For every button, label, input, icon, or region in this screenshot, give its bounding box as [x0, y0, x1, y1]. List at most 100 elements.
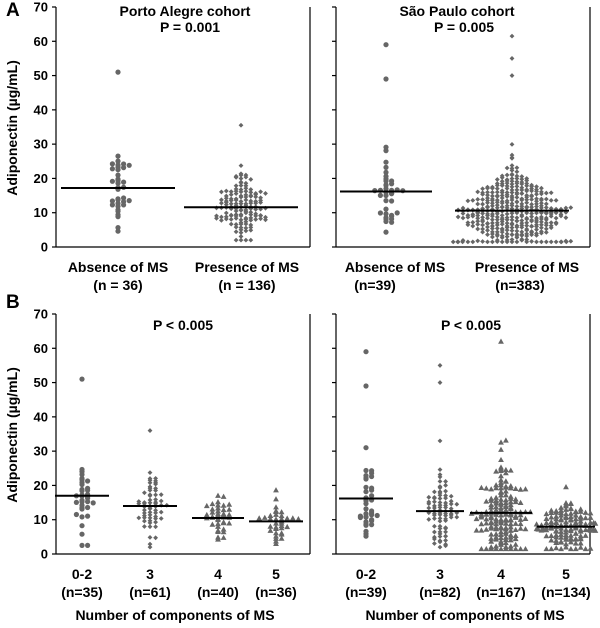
chart-b2-g2-point-18: [498, 520, 504, 526]
chart-b1-g2-point-1: [215, 512, 221, 518]
chart-b2-g2-point-43: [493, 521, 499, 527]
chart-a1-g1-point-78: [258, 189, 263, 195]
chart-a1-g0-point-33: [121, 195, 127, 201]
chart-b1-g1-point-33: [142, 524, 147, 529]
chart-a1-cat-label-1: Presence of MS: [195, 259, 299, 275]
chart-b2-g3-point-15: [568, 532, 574, 538]
chart-a2-g1-point-189: [534, 201, 539, 207]
chart-a2-g1-point-308: [568, 238, 574, 244]
chart-a2-g1-point-22: [504, 203, 510, 209]
chart-a2-g1-point-221: [529, 232, 534, 238]
chart-a2-g1-point-380: [509, 73, 515, 78]
chart-a2-g1-point-211: [475, 238, 481, 244]
chart-b2-g2-point-139: [507, 467, 514, 473]
chart-b1-g2-point-11: [209, 521, 216, 527]
chart-a2-g1-point-344: [485, 195, 490, 201]
chart-b1-g1-point-30: [147, 520, 153, 526]
chart-a2-g1-point-70: [504, 234, 510, 240]
chart-b2-g3-point-32: [558, 517, 564, 523]
chart-b1-g1-point-13: [153, 499, 158, 505]
chart-b2-g2-point-112: [512, 520, 519, 526]
chart-b2-g3-point-130: [540, 526, 547, 532]
chart-b2-g2-point-104: [483, 511, 490, 517]
chart-a2-g1-point-231: [529, 229, 534, 234]
chart-a2-g1-point-36: [514, 223, 520, 229]
chart-b2-g2-point-69: [493, 506, 499, 513]
chart-a2-g1-point-125: [509, 178, 515, 184]
chart-b2-g3-point-81: [587, 514, 594, 520]
chart-a1-g1-point-101: [238, 187, 244, 193]
chart-a1-g1-point-53: [233, 237, 239, 243]
chart-a2-g1-point-321: [519, 174, 525, 179]
chart-b2-g1-point-7: [437, 518, 443, 524]
chart-b2-g2-point-145: [512, 541, 519, 547]
chart-a2-title: São Paulo cohort: [399, 3, 514, 19]
chart-a1-g1-point-55: [243, 172, 249, 178]
chart-a2-g1-point-74: [504, 192, 510, 198]
chart-b1: P < 0.005 Adiponectin (µg/mL) 0-2 (n=35)…: [4, 317, 297, 623]
chart-b2-g1-point-76: [454, 514, 460, 520]
chart-b2-g2-point-124: [507, 532, 514, 538]
chart-b2-g2-point-116: [483, 520, 490, 526]
chart-a1-cat-label-0: Absence of MS: [68, 259, 168, 275]
chart-b2-g2-point-62: [498, 492, 504, 498]
chart-b2-g2-point-118: [517, 486, 524, 492]
chart-b2-g1-point-21: [443, 488, 448, 494]
chart-b1-g2-point-27: [215, 508, 221, 514]
chart-a2-g1-point-320: [480, 222, 485, 228]
chart-a1-g1-point-80: [233, 208, 239, 214]
chart-b2-g2-point-98: [483, 545, 490, 552]
chart-a2-g1-point-255: [539, 185, 544, 191]
chart-a1-g1-point-32: [238, 234, 244, 239]
chart-a2-g1-point-178: [485, 224, 490, 230]
chart-b2-g2-point-164: [522, 545, 529, 552]
chart-b1-g3-point-17: [289, 515, 296, 521]
chart-a2-g1-point-341: [494, 237, 500, 243]
chart-b2-g2-point-137: [507, 482, 514, 489]
chart-b1-g1-point-22: [153, 524, 158, 530]
chart-a2-g1-point-266: [504, 172, 510, 178]
chart-b2-g3-point-78: [543, 515, 550, 521]
chart-a2-g1-point-304: [485, 221, 490, 227]
chart-b1-g1-point-54: [158, 509, 164, 515]
chart-b2-n-label-2: (n=167): [476, 584, 525, 600]
chart-b2-g3-point-67: [582, 514, 589, 521]
chart-a2-g1-point-381: [509, 56, 515, 61]
chart-a2-g1-point-21: [514, 239, 520, 245]
chart-a1-g1-point-15: [238, 237, 244, 243]
panel-letter-b: B: [6, 292, 20, 313]
chart-b2-g3-point-93: [535, 526, 542, 532]
chart-a2-g1-point-127: [524, 187, 530, 193]
chart-b1-g2-point-31: [220, 506, 227, 513]
chart-b2-g3-point-36: [572, 512, 579, 518]
chart-a2-g1-point-97: [504, 217, 510, 223]
chart-a2-g1-point-360: [460, 215, 466, 221]
chart-a1-g1-point-49: [238, 179, 244, 185]
chart-b2-g2-point-154: [503, 478, 509, 484]
chart-a2-g1-point-248: [490, 196, 495, 202]
chart-b2-g2-point-157: [473, 515, 480, 522]
chart-b2-g3-point-119: [577, 536, 584, 542]
chart-b2-g1-point-74: [432, 536, 437, 542]
chart-a2-g1-point-223: [504, 178, 510, 184]
chart-b2-g3-point-56: [553, 507, 560, 514]
chart-a2-g1-point-135: [494, 225, 500, 231]
chart-b2-g0-point-38: [363, 349, 369, 355]
chart-a2-g1-point-254: [534, 222, 539, 228]
chart-b2-g2-point-30: [503, 517, 509, 523]
chart-a1-g1-point-131: [248, 209, 254, 215]
chart-a1-g1-point-86: [253, 198, 259, 204]
chart-b1-cat-label-1: 3: [146, 566, 154, 582]
chart-b2-g2-point-12: [498, 516, 504, 522]
chart-b1-g2-point-26: [215, 536, 221, 542]
chart-b2-g3-point-108: [577, 518, 584, 524]
chart-b1-g1-point-50: [153, 535, 158, 541]
chart-a2-g1-point-353: [558, 212, 564, 217]
chart-a2-g1-point-28: [514, 199, 520, 205]
chart-a2-g1-point-338: [543, 229, 549, 235]
chart-a2-g1-point-131: [494, 186, 500, 191]
chart-b1-g3-point-21: [256, 515, 263, 521]
chart-b2-g1-point-56: [432, 541, 437, 546]
chart-a1-g1-point-100: [219, 197, 224, 203]
chart-a1-g1-point-75: [228, 216, 234, 222]
